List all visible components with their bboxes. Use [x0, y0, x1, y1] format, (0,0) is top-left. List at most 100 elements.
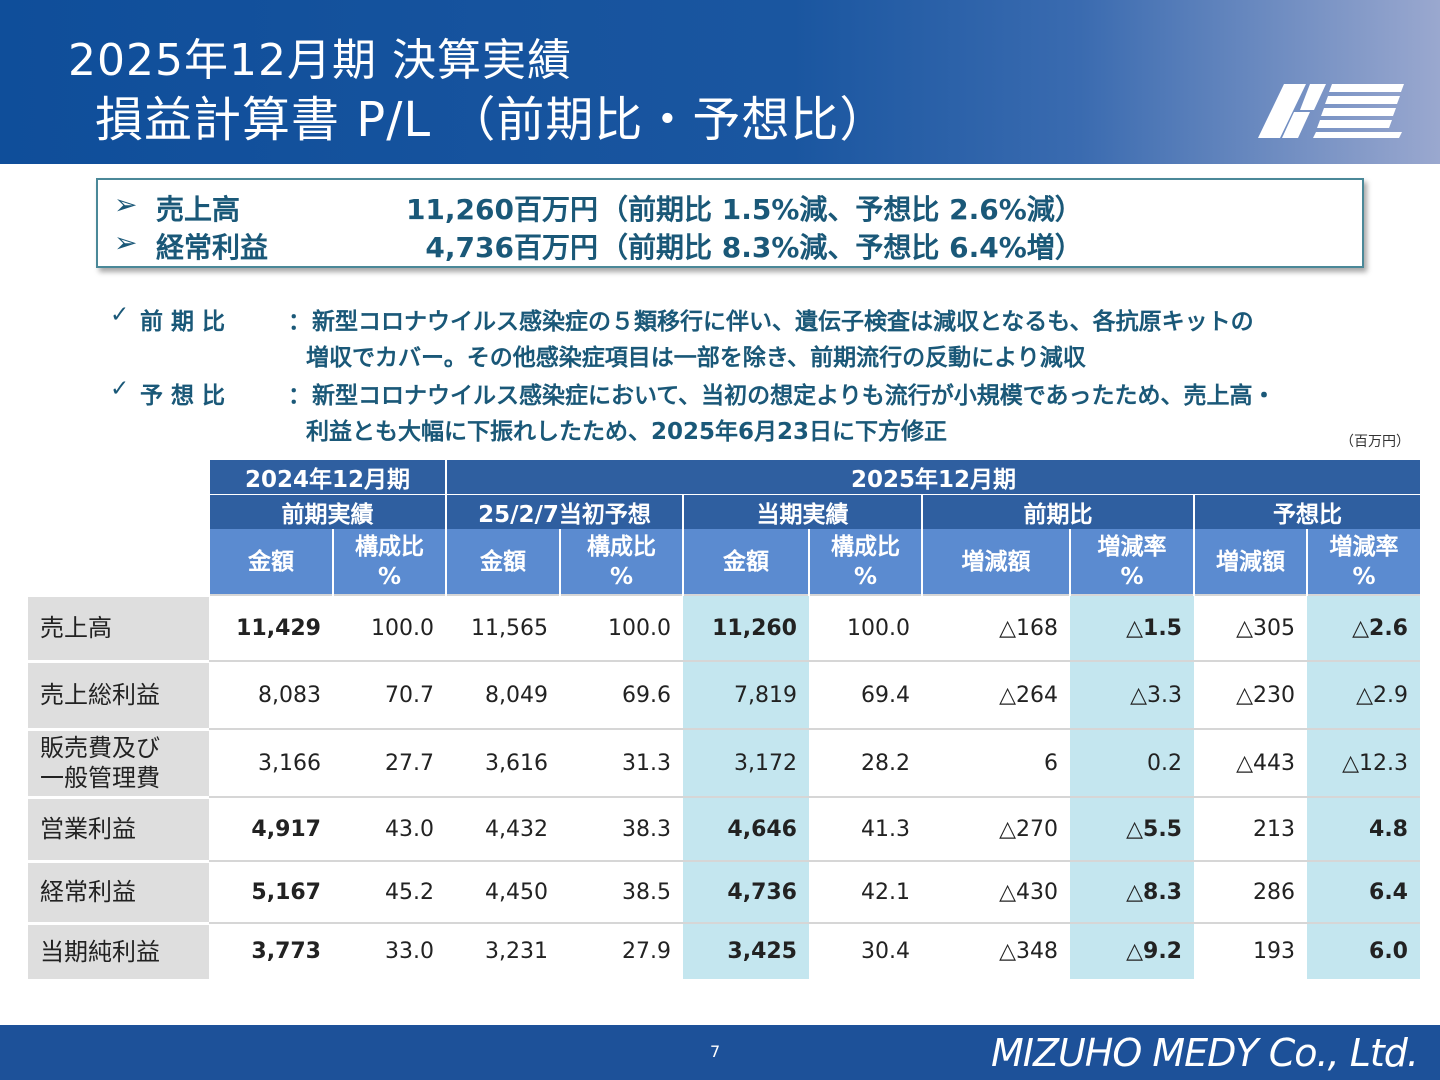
row-label: 売上総利益 — [28, 659, 209, 729]
table-cell: △270 — [922, 796, 1070, 861]
table-cell: 3,166 — [209, 728, 333, 797]
table-cell: △9.2 — [1070, 922, 1194, 979]
table-cell: 6.4 — [1307, 860, 1420, 923]
table-cell: 100.0 — [333, 594, 446, 661]
table-cell: 38.3 — [560, 796, 683, 861]
table-cell: 31.3 — [560, 728, 683, 797]
unit-label: （百万円） — [1340, 434, 1410, 450]
checkmark-icon: ✓ — [110, 376, 130, 402]
table-cell: 7,819 — [683, 660, 809, 729]
column-header: 増減額 — [1193, 529, 1307, 595]
table-cell: 3,773 — [209, 922, 333, 979]
table-cell: 3,172 — [683, 728, 809, 797]
table-row: 経常利益 5,167 45.2 4,450 38.5 4,736 42.1 △430 △8.3 2… — [28, 859, 1420, 923]
table-cell: 28.2 — [809, 728, 922, 797]
table-cell: 42.1 — [809, 860, 922, 923]
row-label: 当期純利益 — [28, 921, 209, 979]
table-row: 販売費及び 一般管理費 3,166 27.7 3,616 31.3 3,172 28.2 6 0… — [28, 727, 1420, 797]
table-cell: 30.4 — [809, 922, 922, 979]
table-cell: 193 — [1194, 922, 1307, 979]
mizuho-medy-logo-icon — [1258, 84, 1404, 138]
summary-label: 売上高 — [156, 193, 241, 226]
column-header: 構成比 % — [559, 529, 683, 595]
group-header: 当期実績 — [682, 494, 922, 529]
table-cell: 11,260 — [683, 594, 809, 661]
note-colon: ： — [288, 309, 311, 335]
column-header: 増減額 — [921, 529, 1070, 595]
company-name: MIZUHO MEDY Co., Ltd. — [990, 1031, 1419, 1075]
summary-value: 11,260百万円 — [405, 193, 598, 226]
table-cell: 38.5 — [560, 860, 683, 923]
table-cell: 69.4 — [809, 660, 922, 729]
table-cell: 5,167 — [209, 860, 333, 923]
note-colon: ： — [288, 383, 311, 409]
group-header-row: 前期実績 25/2/7当初予想 当期実績 前期比 予想比 — [28, 494, 1420, 529]
table-cell: 4,917 — [209, 796, 333, 861]
column-header: 増減率 % — [1306, 529, 1420, 595]
table-cell: 0.2 — [1070, 728, 1194, 797]
table-cell: △1.5 — [1070, 594, 1194, 661]
table-cell: △264 — [922, 660, 1070, 729]
table-cell: 4,646 — [683, 796, 809, 861]
table-cell: 3,231 — [446, 922, 560, 979]
table-row: 営業利益 4,917 43.0 4,432 38.3 4,646 41.3 △270 △5.5 2… — [28, 795, 1420, 861]
slide-footer: 7 MIZUHO MEDY Co., Ltd. — [0, 1025, 1440, 1080]
column-header-row: 金額 構成比 % 金額 構成比 % 金額 構成比 % 増減額 増減率 % 増減額 増減率 % — [28, 529, 1420, 595]
table-cell: 100.0 — [560, 594, 683, 661]
table-cell: △305 — [1194, 594, 1307, 661]
table-cell: 33.0 — [333, 922, 446, 979]
table-cell: 27.7 — [333, 728, 446, 797]
arrow-bullet-icon: ➢ — [114, 188, 138, 221]
pl-table: 2024年12月期 2025年12月期 前期実績 25/2/7当初予想 当期実績… — [28, 460, 1420, 979]
row-label: 営業利益 — [28, 795, 209, 861]
table-cell: 3,425 — [683, 922, 809, 979]
table-row: 当期純利益 3,773 33.0 3,231 27.9 3,425 30.4 △348 △9.2… — [28, 921, 1420, 979]
table-cell: △2.6 — [1307, 594, 1420, 661]
table-cell: 4,736 — [683, 860, 809, 923]
table-cell: 3,616 — [446, 728, 560, 797]
table-cell: 11,565 — [446, 594, 560, 661]
header-blank — [28, 460, 209, 495]
note-label: 予想比 — [140, 383, 233, 409]
table-cell: 8,049 — [446, 660, 560, 729]
table-cell: 70.7 — [333, 660, 446, 729]
column-header: 金額 — [682, 529, 809, 595]
summary-row-ordinary-profit: ➢ 経常利益 4,736百万円 （前期比 8.3%減、予想比 6.4%増） — [114, 226, 1174, 264]
table-cell: △5.5 — [1070, 796, 1194, 861]
summary-box: ➢ 売上高 11,260百万円 （前期比 1.5%減、予想比 2.6%減） ➢ … — [96, 178, 1364, 268]
table-cell: 6 — [922, 728, 1070, 797]
group-header: 前期比 — [921, 494, 1194, 529]
period-header-row: 2024年12月期 2025年12月期 — [28, 460, 1420, 495]
summary-row-sales: ➢ 売上高 11,260百万円 （前期比 1.5%減、予想比 2.6%減） — [114, 188, 1174, 226]
period-header: 2024年12月期 — [208, 460, 446, 495]
table-cell: 6.0 — [1307, 922, 1420, 979]
group-header: 予想比 — [1193, 494, 1420, 529]
table-cell: △3.3 — [1070, 660, 1194, 729]
table-cell: 213 — [1194, 796, 1307, 861]
table-cell: △2.9 — [1307, 660, 1420, 729]
column-header: 構成比 % — [808, 529, 922, 595]
note-text-line2: 利益とも大幅に下振れしたため、2025年6月23日に下方修正 — [306, 419, 948, 445]
slide-title-line1: 2025年12月期 決算実績 — [68, 35, 572, 86]
note-text-line2: 増収でカバー。その他感染症項目は一部を除き、前期流行の反動により減収 — [306, 345, 1086, 371]
row-label: 販売費及び 一般管理費 — [28, 727, 209, 797]
summary-comparison: （前期比 1.5%減、予想比 2.6%減） — [600, 193, 1083, 226]
table-cell: 45.2 — [333, 860, 446, 923]
table-cell: △8.3 — [1070, 860, 1194, 923]
table-row: 売上総利益 8,083 70.7 8,049 69.6 7,819 69.4 △264 △3.3… — [28, 659, 1420, 729]
row-label: 経常利益 — [28, 859, 209, 923]
note-label: 前期比 — [140, 309, 233, 335]
table-cell: △348 — [922, 922, 1070, 979]
page-number: 7 — [710, 1042, 721, 1061]
period-header: 2025年12月期 — [445, 460, 1420, 495]
group-header: 25/2/7当初予想 — [445, 494, 683, 529]
slide-title-line2: 損益計算書 P/L （前期比・予想比） — [95, 92, 889, 148]
table-cell: △230 — [1194, 660, 1307, 729]
note-text-line1: 新型コロナウイルス感染症の５類移行に伴い、遺伝子検査は減収となるも、各抗原キット… — [312, 309, 1254, 335]
group-header: 前期実績 — [208, 494, 446, 529]
note-text-line1: 新型コロナウイルス感染症において、当初の想定よりも流行が小規模であったため、売上… — [312, 383, 1276, 409]
table-cell: 100.0 — [809, 594, 922, 661]
slide-header: 2025年12月期 決算実績 損益計算書 P/L （前期比・予想比） — [0, 0, 1440, 164]
column-header: 増減率 % — [1069, 529, 1194, 595]
column-header: 金額 — [208, 529, 333, 595]
